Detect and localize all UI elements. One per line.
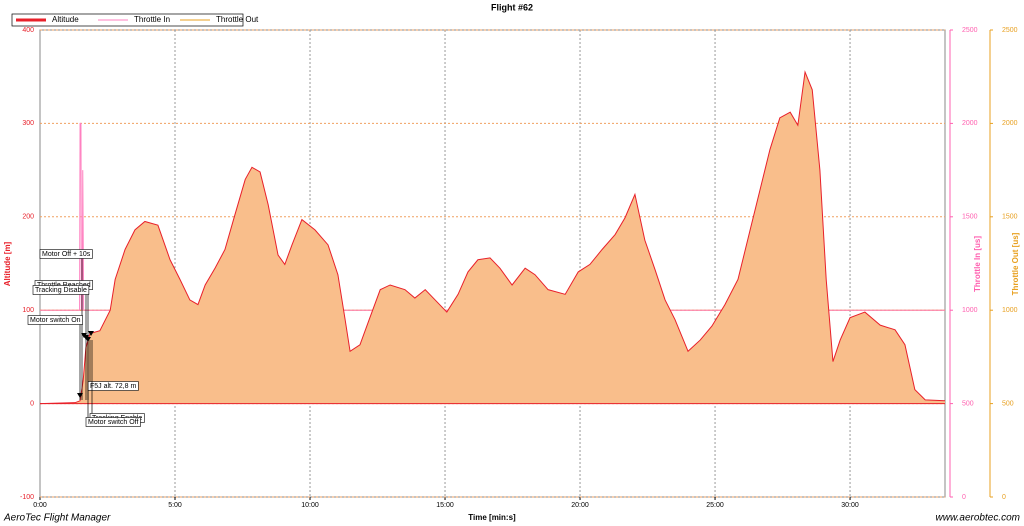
x-tick-label: 25:00: [706, 502, 724, 509]
annotation: Motor switch Off: [88, 419, 138, 426]
annotation: F5J alt. 72,8 m: [90, 383, 136, 390]
legend-label: Throttle Out: [216, 15, 259, 24]
series-line: [39, 70, 946, 405]
footer-right: www.aerobtec.com: [936, 513, 1020, 524]
x-axis-label: Time [min:s]: [468, 513, 516, 522]
series-line: [40, 122, 945, 311]
annotation-box: [85, 417, 141, 427]
annotation: Tracking Disable: [35, 287, 87, 294]
event-marker: [88, 331, 94, 336]
y2-tick-label: 500: [962, 400, 974, 407]
x-tick-label: 30:00: [841, 502, 859, 509]
chart-title: Flight #62: [491, 2, 533, 12]
y-tick-label: 100: [22, 307, 34, 314]
y2-axis-label: Throttle In [us]: [973, 236, 982, 292]
x-tick-label: 10:00: [301, 502, 319, 509]
y-axis-label: Altitude [m]: [3, 241, 12, 286]
annotation-box: [32, 285, 90, 295]
y-tick-label: 400: [22, 27, 34, 34]
y-tick-label: 300: [22, 120, 34, 127]
legend-label: Altitude: [52, 15, 79, 24]
y-tick-label: -100: [20, 494, 34, 501]
annotation-box: [27, 315, 83, 325]
event-marker: [77, 393, 83, 398]
y3-axis-label: Throttle Out [us]: [1011, 232, 1020, 295]
x-tick-label: 15:00: [436, 502, 454, 509]
y3-tick-label: 2000: [1002, 120, 1018, 127]
footer-left: AeroTec Flight Manager: [3, 513, 111, 524]
y3-tick-label: 500: [1002, 400, 1014, 407]
x-tick-label: 0:00: [33, 502, 47, 509]
x-tick-label: 5:00: [168, 502, 182, 509]
y2-tick-label: 2000: [962, 120, 978, 127]
y3-tick-label: 2500: [1002, 27, 1018, 34]
y2-tick-label: 2500: [962, 27, 978, 34]
y3-tick-label: 1500: [1002, 214, 1018, 221]
event-marker: [81, 333, 87, 338]
event-marker: [85, 337, 91, 342]
y2-tick-label: 1500: [962, 214, 978, 221]
annotation-box: [39, 249, 93, 259]
y2-tick-label: 1000: [962, 307, 978, 314]
x-tick-label: 20:00: [571, 502, 589, 509]
legend-label: Throttle In: [134, 15, 170, 24]
y3-tick-label: 1000: [1002, 307, 1018, 314]
y-tick-label: 0: [30, 400, 34, 407]
y-tick-label: 200: [22, 214, 34, 221]
area-fill: [40, 72, 945, 404]
annotation: Motor switch On: [30, 317, 81, 324]
annotation: Motor Off + 10s: [42, 251, 91, 258]
y3-tick-label: 0: [1002, 494, 1006, 501]
y2-tick-label: 0: [962, 494, 966, 501]
